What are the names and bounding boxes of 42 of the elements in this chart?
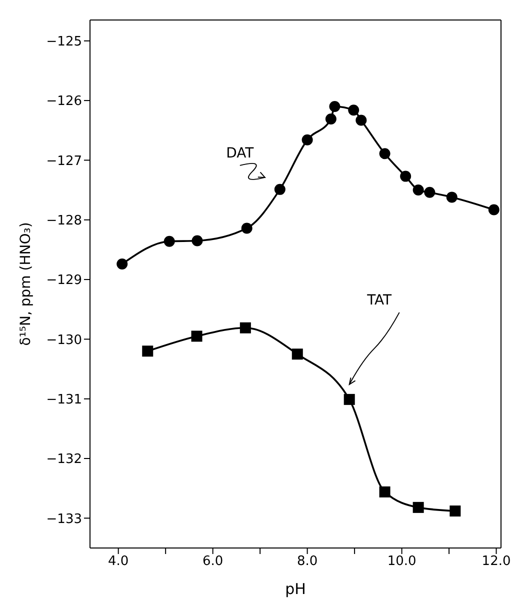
- y-tick-label: −125: [46, 34, 82, 50]
- y-tick-label: −131: [46, 392, 82, 408]
- point: [424, 186, 436, 198]
- x-axis-title: pH: [285, 580, 306, 598]
- y-tick-label: −129: [46, 273, 82, 288]
- y-tick-label: −128: [46, 213, 82, 228]
- point: [192, 235, 203, 246]
- point: [400, 170, 412, 182]
- x-tick-label: 4.0: [108, 554, 129, 570]
- y-tick-label: −127: [46, 154, 82, 169]
- point: [325, 114, 336, 125]
- point: [446, 192, 458, 203]
- point: [241, 222, 252, 234]
- y-tick-label: −130: [46, 332, 82, 348]
- point: [116, 258, 128, 270]
- x-tick-label: 6.0: [202, 554, 224, 570]
- point: [274, 184, 286, 195]
- point: [379, 148, 390, 160]
- x-tick-label: 12.0: [482, 554, 511, 570]
- text: DAT: [226, 145, 254, 162]
- point: [191, 330, 202, 342]
- point: [292, 348, 303, 360]
- point: [450, 506, 461, 517]
- point: [412, 502, 424, 513]
- point: [302, 134, 313, 146]
- point: [348, 104, 360, 116]
- point: [488, 204, 500, 216]
- point: [412, 184, 424, 196]
- point: [329, 101, 340, 112]
- point: [379, 486, 390, 498]
- y-tick-label: −132: [46, 452, 82, 468]
- point: [344, 394, 355, 405]
- point: [142, 346, 154, 357]
- point: [356, 114, 367, 126]
- y-tick-label: −126: [46, 94, 82, 110]
- x-tick-label: 8.0: [296, 554, 318, 570]
- text: TAT: [366, 292, 392, 308]
- point: [240, 322, 251, 334]
- y-axis-title: δ¹⁵N, ppm (HNO₃): [18, 222, 34, 346]
- point: [164, 236, 175, 247]
- y-tick-label: −133: [46, 512, 82, 527]
- x-tick-label: 10.0: [387, 554, 416, 570]
